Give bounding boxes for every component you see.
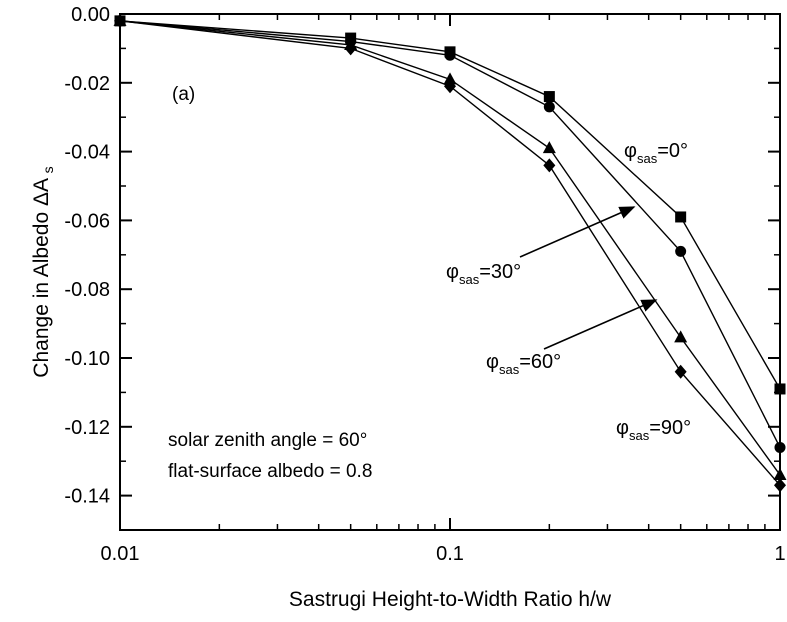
y-axis-title: Change in Albedo ΔA s [30,166,56,377]
data-point-circle [675,245,687,257]
y-tick-label: -0.12 [64,417,110,439]
data-point-triangle [773,467,787,480]
data-point-triangle [542,141,556,154]
series-lines [119,20,781,486]
svg-text:Change in Albedo: Change in Albedo ΔA s [30,166,56,377]
arrow-60deg [543,299,658,350]
x-tick-label: 0.1 [436,543,464,565]
series-label-0: φsas=0° [624,140,688,166]
y-tick-label: -0.02 [64,73,110,95]
annotation-albedo: flat-surface albedo = 0.8 [168,461,372,482]
series-label-2: φsas=60° [486,351,561,377]
axis-ticks [119,13,781,530]
data-point-circle [543,101,555,113]
x-axis-title: Sastrugi Height-to-Width Ratio h/w [289,588,612,611]
y-axis-title-symbol: ΔA [30,178,53,206]
data-point-diamond [114,13,126,28]
data-point-diamond [444,79,456,94]
series-line-2 [119,20,781,476]
svg-text:φsas=30°: φsas=30° [446,261,521,287]
data-point-diamond [543,158,556,173]
svg-text:φsas=60°: φsas=60° [486,351,561,377]
data-point-diamond [774,478,786,493]
series-line-0 [119,20,781,390]
y-axis-title-text: Change in Albedo [30,212,53,378]
data-point-triangle [443,72,457,85]
data-point-square [774,383,786,395]
panel-label: (a) [172,84,195,105]
y-tick-label: -0.06 [64,210,110,232]
series-markers [113,13,787,493]
x-tick-label: 1 [774,543,785,565]
y-tick-label: -0.08 [64,279,110,301]
data-point-square [675,211,687,223]
series-line-1 [119,20,781,448]
data-point-square [543,91,555,103]
data-point-diamond [674,364,687,379]
axis-tick-labels: 0.00 -0.02 -0.04 -0.06 -0.08 -0.10 -0.12 -0.14 0… [64,4,785,565]
y-axis-title-subscript: s [40,166,56,173]
y-tick-label: -0.10 [64,348,110,370]
data-point-circle [774,441,786,453]
y-tick-label: -0.04 [64,142,110,164]
series-label-1: φsas=30° [446,261,521,287]
y-tick-label: -0.14 [64,486,110,508]
annotation-zenith: solar zenith angle = 60° [168,430,367,451]
arrow-30deg [519,206,636,258]
data-point-circle [444,49,456,61]
svg-text:φsas=90°: φsas=90° [616,417,691,443]
series-line-3 [119,20,781,486]
data-point-triangle [674,330,688,343]
data-point-diamond [344,41,357,56]
svg-text:φsas=0°: φsas=0° [624,140,688,166]
x-tick-label: 0.01 [101,543,140,565]
y-tick-label: 0.00 [71,4,110,26]
series-label-3: φsas=90° [616,417,691,443]
